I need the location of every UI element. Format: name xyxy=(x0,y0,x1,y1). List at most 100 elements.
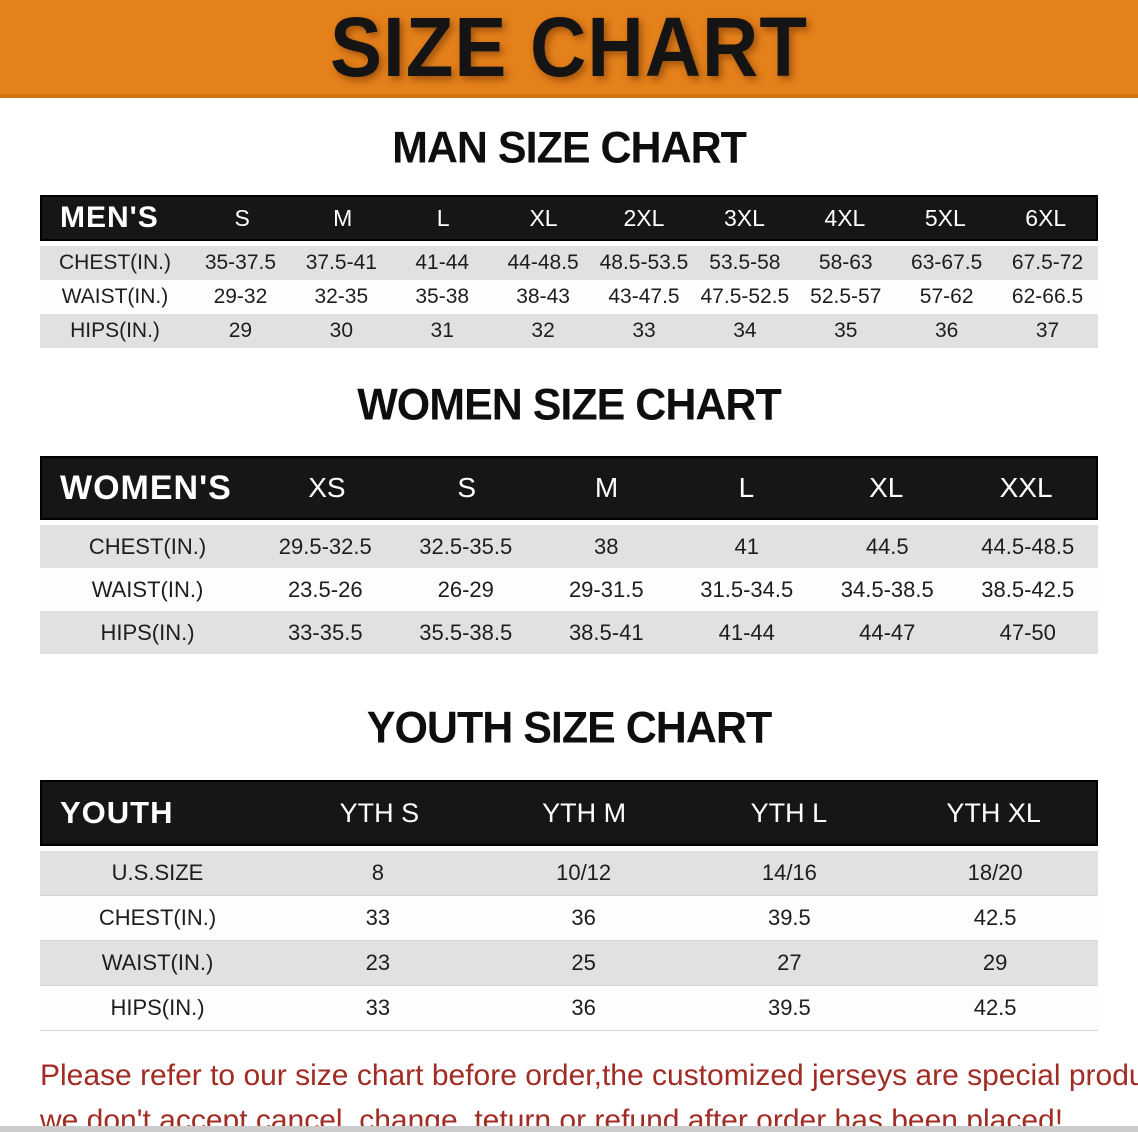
women-size-table: WOMEN'S XS S M L XL XXL CHEST(IN.) 29.5-… xyxy=(40,456,1098,654)
size-value-cell: 37.5-41 xyxy=(305,251,377,274)
size-chart-banner: SIZE CHART xyxy=(0,0,1138,98)
banner-title: SIZE CHART xyxy=(330,0,808,94)
women-table-header-row: WOMEN'S XS S M L XL XXL xyxy=(40,456,1098,520)
size-column-header: 3XL xyxy=(723,204,765,231)
size-value-cell: 63-67.5 xyxy=(911,251,983,274)
men-section-heading: MAN SIZE CHART xyxy=(392,123,747,173)
size-value-cell: 58-63 xyxy=(818,251,873,274)
row-label: U.S.SIZE xyxy=(111,860,204,885)
youth-section-heading: YOUTH SIZE CHART xyxy=(366,703,772,753)
size-column-header: YTH XL xyxy=(946,797,1041,828)
men-table-header-row: MEN'S S M L XL 2XL 3XL 4XL 5XL 6XL xyxy=(40,195,1098,241)
men-waist-row: WAIST(IN.) 29-32 32-35 35-38 38-43 43-47… xyxy=(40,280,1098,314)
size-value-cell: 41-44 xyxy=(415,251,470,274)
youth-waist-row: WAIST(IN.) 23 25 27 29 xyxy=(40,941,1098,986)
size-value-cell: 34 xyxy=(733,319,757,342)
size-column-header: L xyxy=(738,472,755,503)
row-label: HIPS(IN.) xyxy=(70,319,160,342)
size-value-cell: 35 xyxy=(834,319,858,342)
size-value-cell: 41-44 xyxy=(718,619,775,645)
size-column-header: 6XL xyxy=(1025,204,1067,231)
size-column-header: 2XL xyxy=(623,204,665,231)
size-column-header: XL xyxy=(869,472,904,503)
youth-hips-row: HIPS(IN.) 33 36 39.5 42.5 xyxy=(40,986,1098,1031)
women-waist-row: WAIST(IN.) 23.5-26 26-29 29-31.5 31.5-34… xyxy=(40,568,1098,611)
size-value-cell: 38-43 xyxy=(516,285,570,308)
women-hips-row: HIPS(IN.) 33-35.5 35.5-38.5 38.5-41 41-4… xyxy=(40,611,1098,654)
row-label: HIPS(IN.) xyxy=(100,619,195,645)
row-label: WAIST(IN.) xyxy=(61,285,169,308)
size-value-cell: 37 xyxy=(1035,319,1060,342)
size-value-cell: 31 xyxy=(430,319,454,342)
size-column-header: YTH M xyxy=(542,797,627,828)
size-column-header: XXL xyxy=(999,472,1053,503)
size-value-cell: 53.5-58 xyxy=(709,251,781,274)
size-column-header: XL xyxy=(529,204,558,231)
size-value-cell: 27 xyxy=(777,950,802,975)
size-column-header: L xyxy=(436,204,450,231)
size-column-header: M xyxy=(333,204,353,231)
size-value-cell: 33 xyxy=(365,905,391,930)
size-value-cell: 34.5-38.5 xyxy=(840,576,934,602)
men-size-table: MEN'S S M L XL 2XL 3XL 4XL 5XL 6XL CHEST… xyxy=(40,195,1098,348)
youth-table-title: YOUTH xyxy=(60,795,174,830)
disclaimer-line-1: Please refer to our size chart before or… xyxy=(40,1059,1138,1092)
size-value-cell: 44.5-48.5 xyxy=(981,533,1075,559)
size-value-cell: 44.5 xyxy=(865,533,909,559)
size-column-header: 5XL xyxy=(924,204,966,231)
size-value-cell: 29 xyxy=(982,950,1008,975)
size-value-cell: 47.5-52.5 xyxy=(700,285,790,308)
size-column-header: M xyxy=(594,472,619,503)
row-label: CHEST(IN.) xyxy=(88,533,207,559)
size-value-cell: 29-31.5 xyxy=(568,576,644,602)
bottom-edge-strip xyxy=(0,1126,1138,1132)
size-value-cell: 29 xyxy=(228,319,253,342)
size-column-header: 4XL xyxy=(824,204,866,231)
youth-table-header-row: YOUTH YTH S YTH M YTH L YTH XL xyxy=(40,780,1098,846)
row-label: WAIST(IN.) xyxy=(91,576,204,602)
size-value-cell: 38 xyxy=(594,533,619,559)
men-chest-row: CHEST(IN.) 35-37.5 37.5-41 41-44 44-48.5… xyxy=(40,246,1098,280)
size-value-cell: 14/16 xyxy=(761,860,817,885)
size-value-cell: 25 xyxy=(571,950,596,975)
row-label: HIPS(IN.) xyxy=(110,995,205,1020)
youth-chest-row: CHEST(IN.) 33 36 39.5 42.5 xyxy=(40,896,1098,941)
size-value-cell: 42.5 xyxy=(973,905,1017,930)
size-value-cell: 36 xyxy=(934,319,959,342)
youth-size-table: YOUTH YTH S YTH M YTH L YTH XL U.S.SIZE … xyxy=(40,780,1098,1031)
size-value-cell: 57-62 xyxy=(919,285,974,308)
size-value-cell: 36 xyxy=(571,905,596,930)
size-value-cell: 38.5-42.5 xyxy=(981,576,1075,602)
size-value-cell: 29-32 xyxy=(213,285,268,308)
size-value-cell: 39.5 xyxy=(767,905,811,930)
size-column-header: YTH S xyxy=(339,797,420,828)
size-value-cell: 44-48.5 xyxy=(507,251,579,274)
size-value-cell: 62-66.5 xyxy=(1011,285,1084,308)
row-label: WAIST(IN.) xyxy=(101,950,214,975)
size-value-cell: 39.5 xyxy=(767,995,811,1020)
row-label: CHEST(IN.) xyxy=(59,251,171,274)
size-value-cell: 43-47.5 xyxy=(608,285,680,308)
size-value-cell: 33-35.5 xyxy=(287,619,363,645)
size-value-cell: 48.5-53.5 xyxy=(599,251,689,274)
men-table-title: MEN'S xyxy=(60,201,159,234)
size-value-cell: 44-47 xyxy=(859,619,916,645)
size-value-cell: 33 xyxy=(632,319,656,342)
row-label: CHEST(IN.) xyxy=(98,905,217,930)
disclaimer-text: Please refer to our size chart before or… xyxy=(40,1053,1138,1132)
women-table-title: WOMEN'S xyxy=(60,468,232,507)
size-value-cell: 18/20 xyxy=(967,860,1023,885)
size-value-cell: 35.5-38.5 xyxy=(419,619,513,645)
size-value-cell: 26-29 xyxy=(437,576,494,602)
size-value-cell: 23.5-26 xyxy=(287,576,363,602)
size-value-cell: 29.5-32.5 xyxy=(278,533,372,559)
size-value-cell: 35-37.5 xyxy=(204,251,277,274)
size-value-cell: 32 xyxy=(531,319,555,342)
size-value-cell: 38.5-41 xyxy=(568,619,644,645)
size-value-cell: 41 xyxy=(734,533,759,559)
size-value-cell: 35-38 xyxy=(415,285,470,308)
size-value-cell: 36 xyxy=(571,995,596,1020)
size-column-header: S xyxy=(457,472,477,503)
size-value-cell: 10/12 xyxy=(556,860,612,885)
